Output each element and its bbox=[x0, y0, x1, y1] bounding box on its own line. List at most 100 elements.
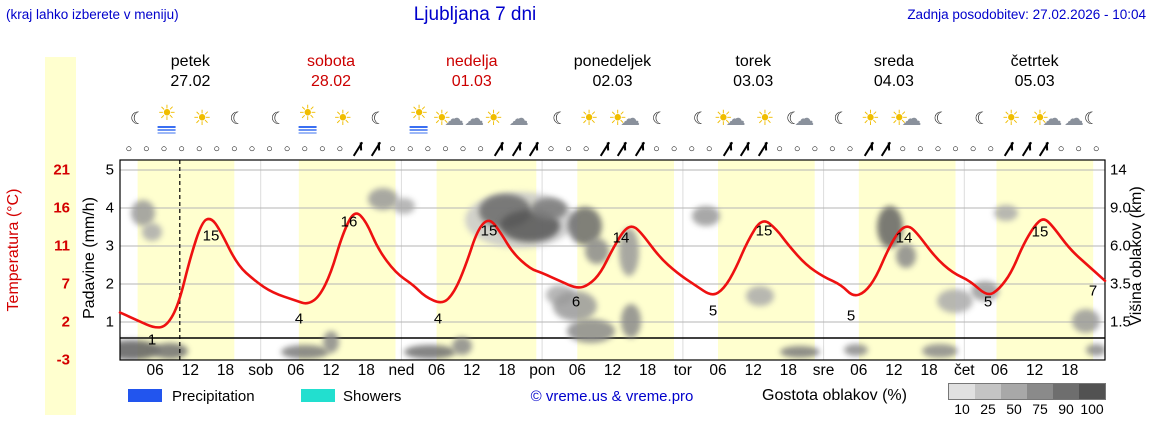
showers-legend-label: Showers bbox=[343, 388, 402, 405]
cloud-cover-circle-icon: ○ bbox=[705, 143, 713, 155]
weather-icon: ☾ bbox=[552, 100, 567, 138]
cloud-cover-circle-icon: ○ bbox=[1092, 143, 1100, 155]
cloud-cover-circle-icon: ○ bbox=[582, 143, 590, 155]
temperature-value-label: 6 bbox=[571, 293, 581, 311]
cloud-cover-circle-icon: ○ bbox=[952, 143, 959, 155]
fog-icon bbox=[410, 126, 429, 128]
sun-icon: ☀ bbox=[298, 102, 318, 125]
temperature-value-label: 1 bbox=[147, 331, 157, 349]
cloud-cover-circle-icon: ○ bbox=[653, 143, 660, 155]
sun-icon: ☀ bbox=[861, 107, 880, 130]
cloud-icon: ☁ bbox=[901, 108, 922, 130]
precip-axis-label: 4 bbox=[105, 199, 114, 217]
credit-link[interactable]: © vreme.us & vreme.pro bbox=[530, 388, 694, 405]
menu-hint: (kraj lahko izberete v meniju) bbox=[6, 7, 179, 22]
moon-icon: ☾ bbox=[129, 109, 146, 128]
day-date: 27.02 bbox=[170, 73, 211, 90]
cloud-cover-circle-icon: ○ bbox=[477, 143, 484, 155]
cloud-cover-circle-icon: ○ bbox=[266, 143, 273, 155]
weather-icon: ☀ ☁ bbox=[890, 100, 922, 138]
precip-axis-label: 2 bbox=[105, 275, 114, 293]
temp-axis-label: -3 bbox=[56, 351, 70, 369]
day-date: 02.03 bbox=[592, 73, 633, 90]
day-name: torek bbox=[735, 53, 771, 70]
weather-icon: ☀ bbox=[298, 100, 317, 138]
cloud-icon: ☁ bbox=[1042, 108, 1063, 130]
wind-barb-icon bbox=[353, 141, 364, 157]
day-name: sobota bbox=[307, 53, 356, 70]
cloud-height-axis-label: 14 bbox=[1110, 161, 1127, 179]
cloud-icon: ☁ bbox=[725, 108, 746, 130]
weather-icon: ☀ ☁ bbox=[714, 100, 746, 138]
time-axis-label: sob bbox=[248, 362, 274, 379]
cloud-cover-circle-icon: ○ bbox=[389, 143, 396, 155]
day-header: sobota 28.02 bbox=[261, 52, 402, 92]
moon-icon: ☾ bbox=[1083, 109, 1100, 128]
density-scale-label: 50 bbox=[1006, 401, 1022, 417]
time-axis-label: 18 bbox=[357, 362, 375, 379]
moon-icon: ☾ bbox=[229, 109, 245, 128]
density-scale-label: 75 bbox=[1032, 401, 1048, 417]
weather-icon: ☾ bbox=[652, 100, 667, 138]
wind-barb-icon bbox=[511, 141, 522, 157]
precip-axis-label: 1 bbox=[105, 313, 114, 331]
moon-icon: ☾ bbox=[692, 109, 709, 128]
cloud-cover-circle-icon: ○ bbox=[565, 143, 572, 155]
sun-icon: ☀ bbox=[889, 107, 909, 130]
cloud-cover-circle-icon: ○ bbox=[811, 143, 819, 155]
cloud-cover-circle-icon: ○ bbox=[318, 143, 326, 155]
time-axis-label: 12 bbox=[322, 362, 340, 379]
moon-icon: ☾ bbox=[833, 109, 849, 128]
cloud-cover-circle-icon: ○ bbox=[1057, 143, 1065, 155]
cloud-cover-circle-icon: ○ bbox=[934, 143, 942, 155]
day-name: nedelja bbox=[445, 53, 498, 70]
density-scale-segment bbox=[1053, 384, 1079, 399]
precipitation-legend-swatch bbox=[128, 389, 162, 402]
temperature-value-label: 7 bbox=[1088, 282, 1098, 300]
showers-legend-swatch bbox=[301, 389, 335, 402]
time-axis-label: 06 bbox=[427, 362, 446, 379]
cloud-cover-circle-icon: ○ bbox=[969, 143, 977, 155]
wind-barb-icon bbox=[370, 141, 381, 157]
weather-icon: ☾ bbox=[974, 100, 989, 138]
cloud-cover-circle-icon: ○ bbox=[213, 143, 221, 155]
moon-icon: ☾ bbox=[651, 109, 668, 128]
time-axis-label: 18 bbox=[639, 362, 657, 379]
weather-icon: ☀ ☁ bbox=[432, 100, 464, 138]
wind-barb-icon bbox=[722, 141, 733, 157]
temperature-value-label: 4 bbox=[433, 310, 443, 328]
temperature-value-label: 5 bbox=[708, 302, 718, 320]
density-scale-segment bbox=[1079, 384, 1105, 399]
day-header: ponedeljek 02.03 bbox=[542, 52, 683, 92]
cloud-cover-circle-icon: ○ bbox=[793, 143, 801, 155]
time-axis-label: 06 bbox=[709, 362, 727, 379]
time-axis-label: 12 bbox=[181, 362, 199, 379]
cloud-density-scale bbox=[948, 383, 1106, 400]
fog-icon bbox=[157, 126, 176, 128]
cloud-cover-circle-icon: ○ bbox=[231, 143, 238, 155]
cloud-icon: ☁ bbox=[620, 108, 641, 130]
precip-axis-label: 5 bbox=[105, 161, 114, 179]
temperature-value-label: 14 bbox=[895, 229, 913, 247]
fog-icon bbox=[298, 126, 317, 128]
cloud-cover-circle-icon: ○ bbox=[899, 143, 907, 155]
cloud-cover-circle-icon: ○ bbox=[670, 143, 678, 155]
cloud-cover-circle-icon: ○ bbox=[406, 143, 414, 155]
sun-icon: ☀ bbox=[333, 107, 353, 130]
moon-icon: ☾ bbox=[552, 109, 568, 128]
cloud-cover-circle-icon: ○ bbox=[459, 143, 467, 155]
time-axis-label: 06 bbox=[287, 362, 305, 379]
weather-icon: ☀ bbox=[410, 100, 429, 138]
temp-axis-label: 16 bbox=[53, 199, 70, 217]
day-header: sreda 04.03 bbox=[824, 52, 965, 92]
cloud-cover-circle-icon: ○ bbox=[916, 143, 924, 155]
weather-icon: ☾ bbox=[693, 100, 708, 138]
wind-barb-icon bbox=[529, 141, 540, 157]
cloud-cover-circle-icon: ○ bbox=[424, 143, 432, 155]
moon-icon: ☾ bbox=[270, 109, 286, 128]
sun-icon: ☀ bbox=[608, 107, 628, 130]
weather-icon: ☾ bbox=[230, 100, 245, 138]
last-updated: Zadnja posodobitev: 27.02.2026 - 10:04 bbox=[907, 7, 1146, 22]
cloud-cover-circle-icon: ○ bbox=[143, 143, 150, 155]
